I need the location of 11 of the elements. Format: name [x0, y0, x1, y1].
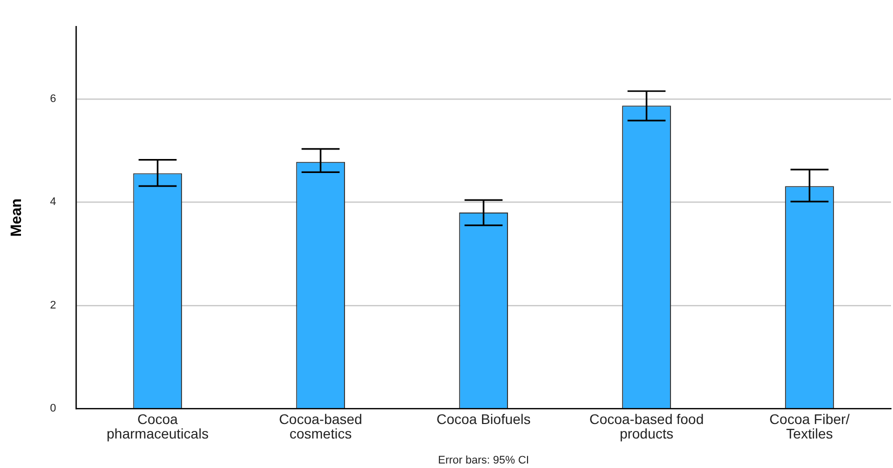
- y-tick-label: 6: [50, 92, 56, 105]
- x-tick-label: Cocoa pharmaceuticals: [106, 410, 209, 442]
- y-axis-title: Mean: [8, 198, 26, 237]
- x-tick-label: Cocoa Fiber/ Textiles: [769, 410, 850, 442]
- x-tick-label: Cocoa-based cosmetics: [278, 410, 362, 442]
- x-tick-label: Cocoa-based food products: [589, 410, 704, 442]
- x-tick-label: Cocoa Biofuels: [436, 410, 531, 427]
- y-tick-label: 2: [50, 299, 56, 312]
- text: Error bars: 95% CI: [438, 454, 530, 467]
- y-tick-label: 4: [50, 196, 56, 208]
- y-tick-label: 0: [50, 402, 56, 415]
